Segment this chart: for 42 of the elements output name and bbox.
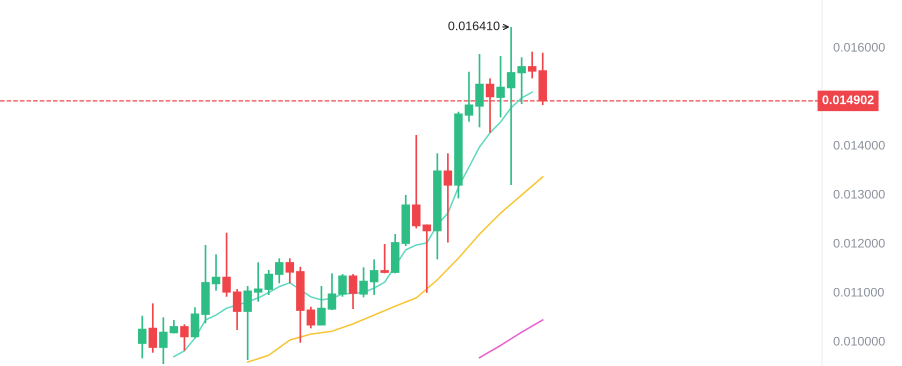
candlestick xyxy=(380,243,389,274)
candlestick xyxy=(180,323,189,352)
candlestick xyxy=(464,70,474,123)
candlestick xyxy=(232,288,242,331)
candlestick xyxy=(159,316,168,365)
line-series xyxy=(173,91,533,358)
candlestick xyxy=(148,302,158,354)
annotation: 0.016410 xyxy=(448,21,500,30)
candlestick xyxy=(170,319,178,334)
candlestick xyxy=(275,257,284,284)
line-series xyxy=(478,319,544,358)
candlestick xyxy=(286,257,294,284)
candlestick xyxy=(528,50,536,80)
candlestick xyxy=(264,269,273,296)
candlestick xyxy=(212,254,220,292)
candlestick xyxy=(370,258,378,296)
candlestick xyxy=(338,273,347,298)
candlestick xyxy=(190,306,200,340)
candlestick xyxy=(517,56,526,105)
y-tick-label: 0.016000 xyxy=(834,42,885,52)
y-tick-label: 0.012000 xyxy=(834,238,885,248)
candlestick xyxy=(317,285,326,326)
y-tick-label: 0.010000 xyxy=(834,336,885,346)
candlestick xyxy=(422,224,432,294)
candlestick xyxy=(138,314,147,360)
candlestick xyxy=(222,232,231,298)
candlestick xyxy=(496,55,505,118)
candlestick xyxy=(506,26,516,186)
candlestick xyxy=(348,273,358,310)
candlestick xyxy=(243,285,252,361)
y-tick-label: 0.011000 xyxy=(834,288,884,297)
candlestick xyxy=(254,261,262,303)
candlestick xyxy=(328,272,336,311)
y-tick-label: 0.014000 xyxy=(834,140,885,150)
y-tick-label: 0.013000 xyxy=(834,190,885,199)
candlestick xyxy=(475,53,484,128)
line-series xyxy=(246,176,544,363)
candlestick xyxy=(306,306,316,330)
candlestick xyxy=(359,266,368,298)
candlestick xyxy=(412,134,421,230)
candlestick xyxy=(444,152,452,244)
ref-line-label: 0.014902 xyxy=(822,95,874,104)
